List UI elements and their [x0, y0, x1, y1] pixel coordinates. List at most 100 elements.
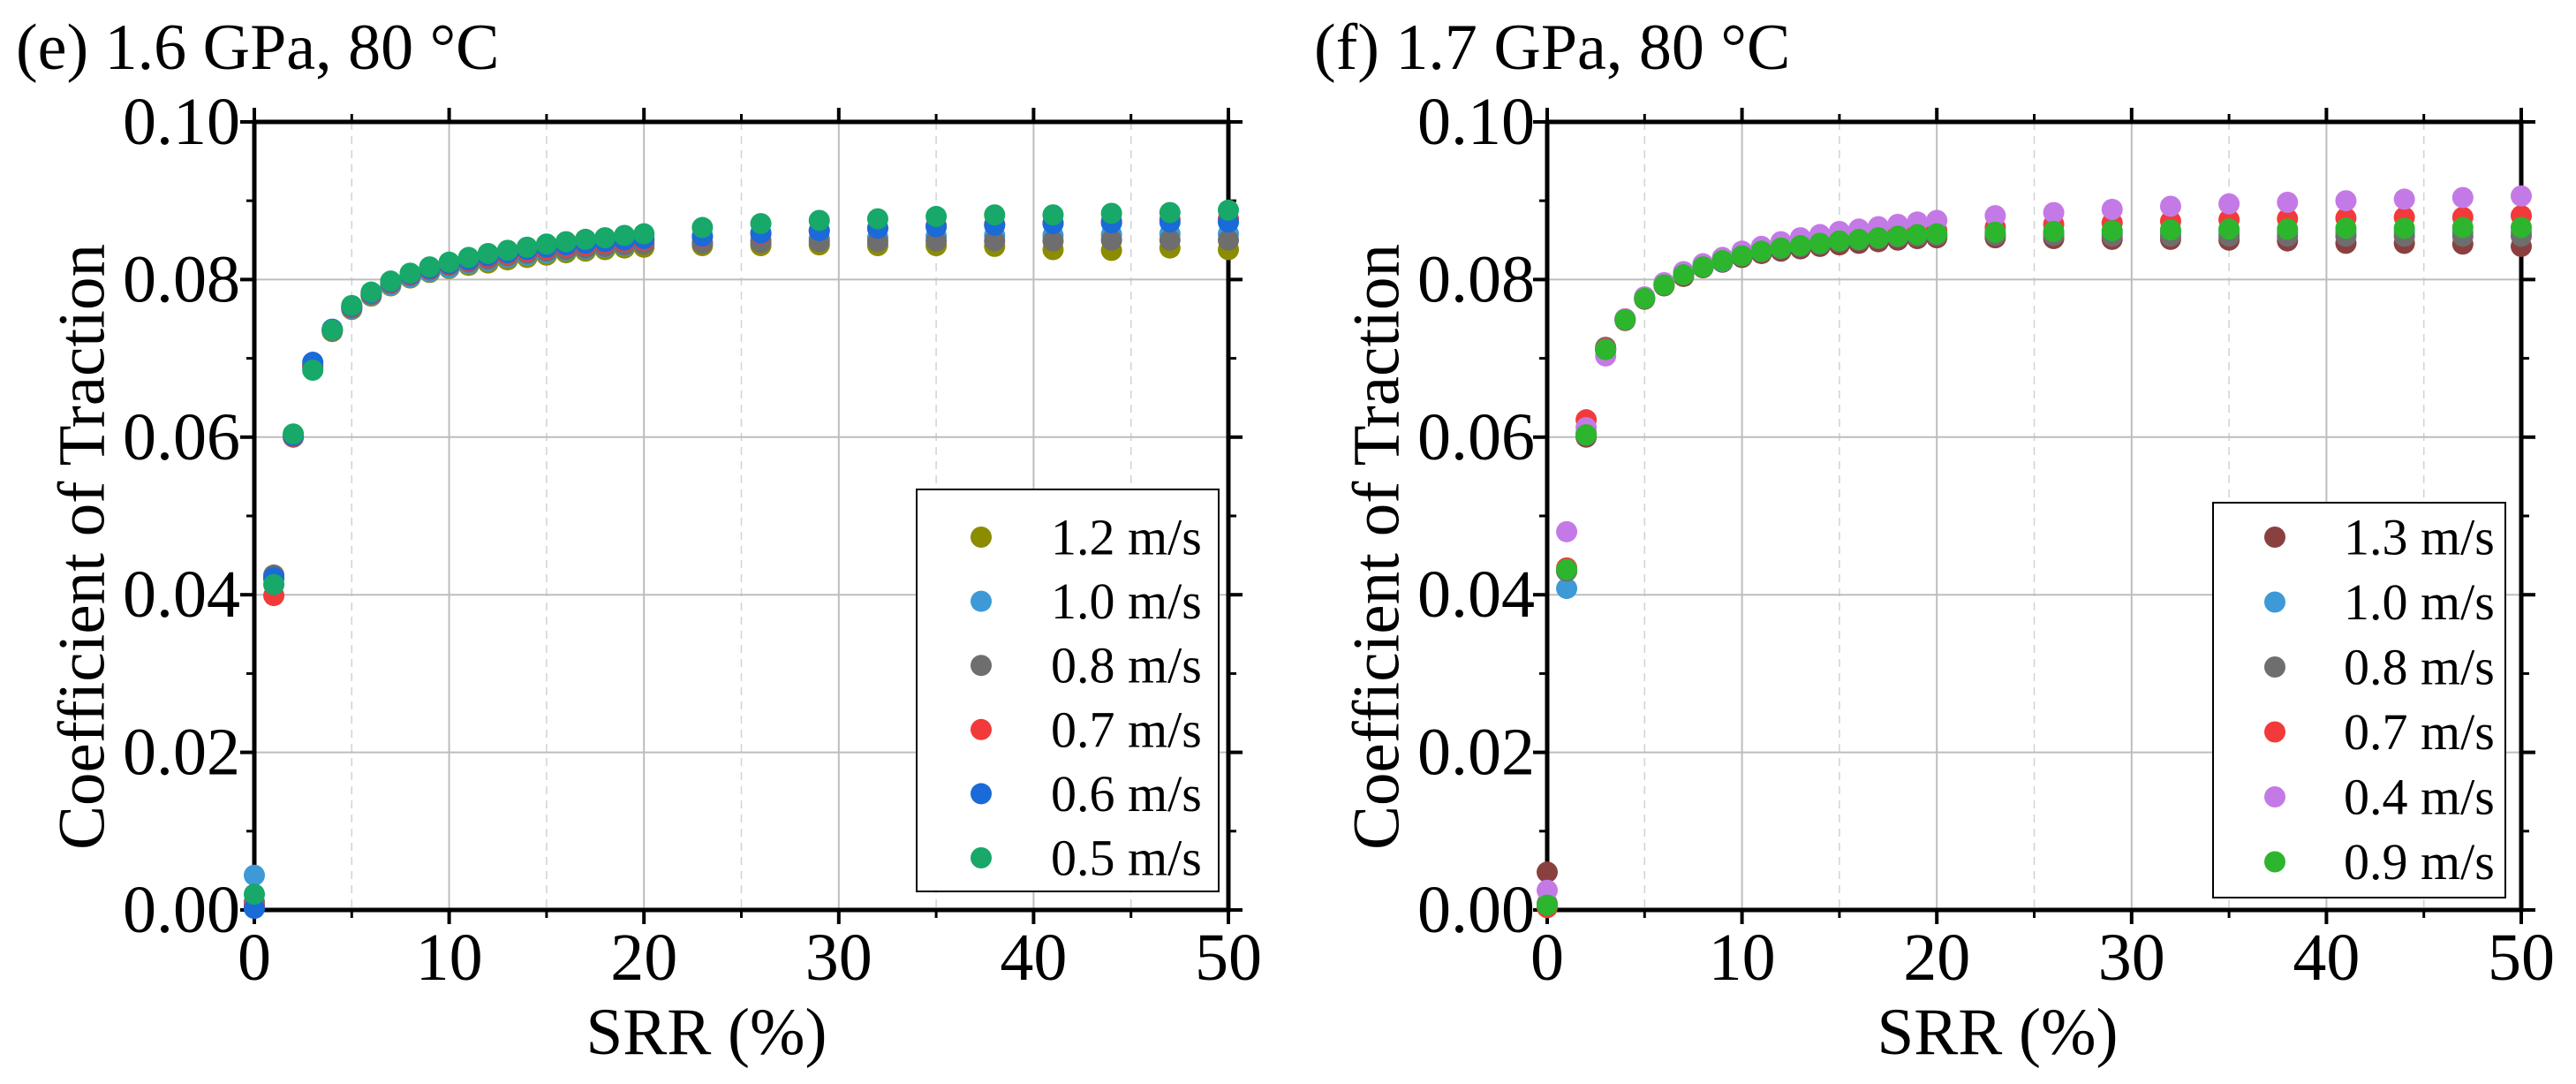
data-point-0-8-m-s [1159, 229, 1181, 251]
legend-label: 0.8 m/s [1051, 637, 1202, 694]
tick-labels: 0 10 20 30 40 50 0.00 0.02 0.04 0.06 0.08 0.10 [123, 85, 1262, 995]
x-tick-label: 20 [610, 921, 677, 995]
data-point-0-8-m-s [1042, 230, 1064, 252]
data-point-0-4-m-s [2393, 188, 2415, 210]
y-tick-label: 0.08 [1417, 242, 1535, 316]
y-tick-label: 0.10 [123, 85, 240, 159]
legend-label: 0.6 m/s [1051, 765, 1202, 822]
legend-box [916, 489, 1220, 892]
data-point-0-9-m-s [1770, 237, 1792, 259]
data-point-0-9-m-s [1731, 245, 1753, 267]
data-point-0-5-m-s [457, 246, 480, 269]
legend: 1.2 m/s 1.0 m/s 0.8 m/s 0.7 m/s 0.6 m/s 0.5 m… [916, 489, 1220, 892]
legend-label: 0.9 m/s [2344, 833, 2495, 891]
data-point-0-9-m-s [2335, 217, 2357, 239]
data-point-0-5-m-s [1159, 201, 1181, 224]
data-point-0-9-m-s [1653, 274, 1675, 296]
legend-marker [2264, 721, 2285, 743]
x-axis-title: SRR (%) [586, 996, 827, 1069]
legend-label: 0.8 m/s [2344, 639, 2495, 696]
data-point-0-5-m-s [925, 206, 948, 228]
data-point-0-5-m-s [594, 227, 616, 249]
legend-label: 1.3 m/s [2344, 509, 2495, 566]
x-tick-label: 10 [1709, 921, 1776, 995]
data-point-0-5-m-s [380, 270, 402, 292]
data-point-0-9-m-s [2101, 220, 2123, 242]
legend-marker [2264, 527, 2285, 548]
data-point-1-3-m-s [1537, 861, 1558, 883]
data-point-0-9-m-s [1692, 256, 1714, 278]
data-point-0-5-m-s [263, 573, 285, 595]
data-point-0-5-m-s [341, 294, 363, 316]
y-tick-label: 0.06 [1417, 400, 1535, 474]
data-point-0-9-m-s [1809, 232, 1831, 254]
legend-marker [971, 783, 992, 805]
x-axis-title: SRR (%) [1877, 996, 2119, 1069]
data-point-0-9-m-s [1673, 264, 1695, 286]
y-tick-label: 0.00 [1417, 873, 1535, 947]
axes-frame [1533, 108, 2535, 924]
x-tick-label: 20 [1903, 921, 1970, 995]
data-point-0-5-m-s [633, 223, 655, 245]
data-point-0-9-m-s [1750, 240, 1772, 262]
data-point-0-9-m-s [1868, 227, 1890, 249]
data-point-0-5-m-s [399, 262, 421, 284]
legend-label: 0.4 m/s [2344, 769, 2495, 826]
x-tick-label: 40 [1000, 921, 1067, 995]
data-point-0-8-m-s [1218, 229, 1239, 251]
data-point-0-5-m-s [244, 883, 265, 906]
y-tick-label: 0.02 [123, 716, 240, 790]
data-point-0-4-m-s [1984, 205, 2006, 227]
data-point-0-4-m-s [2277, 191, 2299, 213]
legend-marker [2264, 656, 2285, 678]
x-tick-label: 30 [805, 921, 873, 995]
data-point-0-9-m-s [1634, 287, 1656, 309]
data-point-0-9-m-s [1711, 249, 1734, 271]
data-point-0-5-m-s [808, 209, 830, 231]
y-axis-title: Coefficient of Traction [46, 244, 119, 850]
y-tick-label: 0.04 [1417, 557, 1535, 632]
data-point-0-9-m-s [2159, 219, 2181, 241]
data-point-0-9-m-s [2218, 218, 2240, 240]
data-point-0-9-m-s [1887, 225, 1909, 247]
legend-label: 1.2 m/s [1051, 509, 1202, 566]
chart-panel-e: (e) 1.6 GPa, 80 °C 0 10 20 30 40 50 0.00 0.02 0.… [16, 11, 1262, 1069]
legend-box [2212, 502, 2506, 898]
legend-label: 0.5 m/s [1051, 830, 1202, 887]
data-point-0-4-m-s [2101, 199, 2123, 221]
series-0-9-m-s [1537, 216, 2532, 916]
data-point-0-9-m-s [1984, 221, 2006, 243]
data-point-0-5-m-s [750, 213, 772, 235]
data-point-0-9-m-s [1828, 230, 1850, 252]
y-tick-label: 0.04 [123, 557, 240, 632]
data-point-0-9-m-s [1595, 338, 1617, 360]
data-point-0-5-m-s [575, 228, 597, 250]
data-point-0-5-m-s [283, 423, 305, 445]
y-tick-label: 0.02 [1417, 716, 1535, 790]
data-point-0-5-m-s [1100, 202, 1122, 224]
data-point-0-5-m-s [438, 251, 460, 273]
y-tick-label: 0.00 [123, 873, 240, 947]
data-point-0-9-m-s [1926, 223, 1948, 245]
data-point-0-9-m-s [2451, 216, 2474, 239]
tick-labels: 0 10 20 30 40 50 0.00 0.02 0.04 0.06 0.08 0.10 [1417, 85, 2555, 995]
data-point-0-5-m-s [535, 233, 557, 255]
data-point-0-5-m-s [477, 242, 499, 264]
data-point-0-9-m-s [1556, 558, 1578, 580]
chart-title: (f) 1.7 GPa, 80 °C [1314, 11, 1790, 84]
data-point-0-4-m-s [1556, 520, 1578, 542]
y-axis-title: Coefficient of Traction [1341, 244, 1414, 850]
x-tick-label: 0 [1530, 921, 1564, 995]
legend-marker [2264, 786, 2285, 807]
legend-marker [971, 847, 992, 868]
data-point-0-5-m-s [516, 236, 538, 258]
data-point-1-0-m-s [1556, 578, 1578, 600]
legend-marker [971, 527, 992, 548]
data-point-0-4-m-s [1537, 879, 1558, 901]
data-point-1-0-m-s [244, 864, 265, 886]
legend-marker [971, 718, 992, 740]
data-point-0-5-m-s [984, 204, 1006, 226]
data-point-0-5-m-s [360, 281, 382, 303]
data-point-0-9-m-s [2043, 220, 2065, 242]
